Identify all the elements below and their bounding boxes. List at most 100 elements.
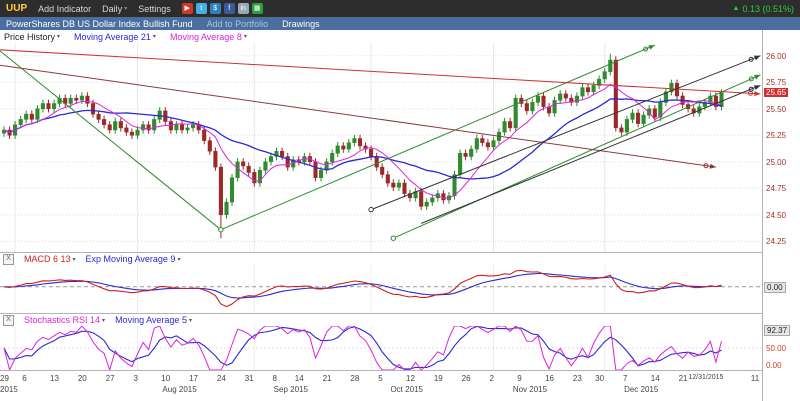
x-axis-tick: 17 [189, 374, 199, 383]
last-price-tag: 25.65 [764, 87, 789, 97]
up-arrow-icon: ▲ [732, 5, 740, 12]
legend-exp-moving-average-9[interactable]: Exp Moving Average 9 ▾ [86, 254, 181, 264]
top-toolbar: UUP Add Indicator Daily ▾ Settings ▶ t $ f i… [0, 0, 800, 17]
macd-header: X MACD 6 13 ▾ Exp Moving Average 9 ▾ [0, 253, 180, 265]
x-axis-tick: 28 [350, 374, 360, 383]
x-axis-month-label: Oct 2015 [390, 385, 423, 394]
x-axis-month-label: 2015 [0, 385, 18, 394]
add-to-portfolio-link[interactable]: Add to Portfolio [206, 18, 269, 29]
macd-close-button[interactable]: X [3, 253, 14, 265]
chevron-down-icon: ▾ [102, 317, 106, 324]
facebook-icon[interactable]: f [223, 3, 235, 14]
watchlist-chart-icon[interactable]: ▦ [251, 3, 263, 14]
chevron-down-icon: ▾ [243, 34, 247, 40]
chevron-down-icon: ▾ [72, 256, 76, 263]
stoch-close-button[interactable]: X [3, 314, 14, 326]
fund-name: PowerShares DB US Dollar Index Bullish F… [6, 18, 193, 29]
price-axis-label: 25.75 [766, 78, 787, 88]
x-axis-tick: 31 [244, 374, 254, 383]
social-icons: ▶ t $ f in ▦ [181, 3, 263, 14]
x-axis-tick: 5 [378, 374, 383, 383]
chevron-down-icon: ▾ [152, 34, 156, 40]
price-legend: Price History ▾ Moving Average 21 ▾ Movi… [0, 30, 247, 43]
x-axis-tick: 9 [517, 374, 522, 383]
legend-label: Moving Average 8 [169, 31, 242, 42]
panel-divider [0, 252, 800, 253]
x-axis-tick: 14 [650, 374, 660, 383]
price-axis-label: 24.25 [766, 237, 787, 247]
add-indicator-button[interactable]: Add Indicator [38, 3, 92, 14]
x-axis-tick: 2 [489, 374, 494, 383]
drawings-button[interactable]: Drawings [282, 18, 320, 29]
settings-button[interactable]: Settings [138, 3, 171, 14]
x-axis-tick: 19 [433, 374, 443, 383]
x-axis-month-label: Nov 2015 [512, 385, 548, 394]
x-axis-tick: 20 [77, 374, 87, 383]
price-plot[interactable] [0, 43, 762, 252]
x-axis-tick: 21 [322, 374, 332, 383]
axis-divider [0, 370, 800, 371]
twitter-icon[interactable]: t [195, 3, 207, 14]
legend-label: Stochastics RSI 14 [24, 315, 101, 325]
macd-plot[interactable] [0, 265, 762, 312]
x-axis-tick: 13 [50, 374, 59, 383]
legend-label: Exp Moving Average 9 [85, 254, 176, 264]
x-axis-month-label: Dec 2015 [624, 385, 659, 394]
price-axis-label: 24.50 [766, 210, 787, 220]
legend-label: Moving Average 21 [74, 31, 151, 42]
panel-divider [0, 313, 800, 314]
x-axis: 12/31/2015 29 6 13 20 27 3 10 17 24 31 8 14 21 28 5 12 1… [0, 371, 800, 401]
price-axis: 25.65 0.00 92.37 50.00 0.00 26.00 25.75 25… [762, 30, 800, 401]
chevron-down-icon: ▾ [124, 6, 128, 12]
x-axis-tick: 21 [678, 374, 688, 383]
timeframe-dropdown[interactable]: Daily ▾ [102, 4, 127, 14]
legend-stochastics-rsi[interactable]: Stochastics RSI 14 ▾ [24, 315, 105, 325]
legend-moving-average-8[interactable]: Moving Average 8 ▾ [170, 32, 247, 42]
chevron-down-icon: ▾ [188, 317, 192, 324]
stoch-axis-label: 0.00 [766, 361, 782, 370]
legend-price-history[interactable]: Price History ▾ [4, 32, 60, 42]
price-axis-label: 26.00 [766, 51, 787, 61]
fund-titlebar: PowerShares DB US Dollar Index Bullish F… [0, 17, 800, 30]
x-axis-tick: 11 [750, 374, 760, 383]
legend-label: Moving Average 5 [115, 315, 187, 325]
stoch-current-tag: 92.37 [764, 325, 791, 337]
x-axis-tick: 16 [545, 374, 554, 383]
x-axis-tick: 27 [105, 374, 115, 383]
change-text: 0.13 (0.51%) [742, 3, 794, 14]
x-axis-month-label: Sep 2015 [273, 385, 308, 394]
legend-label: Price History [4, 31, 56, 42]
legend-moving-average-21[interactable]: Moving Average 21 ▾ [74, 32, 156, 42]
stoch-header: X Stochastics RSI 14 ▾ Moving Average 5 … [0, 314, 192, 326]
last-date-label: 12/31/2015 [688, 374, 724, 381]
linkedin-icon[interactable]: in [237, 3, 249, 14]
x-axis-tick: 8 [272, 374, 277, 383]
chevron-down-icon: ▾ [177, 256, 181, 263]
macd-zero-tag: 0.00 [764, 281, 786, 293]
stocktwits-icon[interactable]: $ [209, 3, 221, 14]
x-axis-tick: 14 [294, 374, 304, 383]
youtube-icon[interactable]: ▶ [181, 3, 193, 14]
x-axis-tick: 3 [133, 374, 138, 383]
price-axis-label: 25.00 [766, 157, 787, 167]
x-axis-tick: 7 [622, 374, 628, 383]
legend-moving-average-5[interactable]: Moving Average 5 ▾ [115, 315, 192, 325]
price-change: ▲ 0.13 (0.51%) [733, 4, 794, 14]
x-axis-tick: 12 [406, 374, 415, 383]
x-axis-tick: 30 [595, 374, 605, 383]
timeframe-label: Daily [102, 3, 123, 14]
chart-area: Price History ▾ Moving Average 21 ▾ Movi… [0, 30, 800, 401]
x-axis-month-label: Aug 2015 [162, 385, 197, 394]
price-axis-label: 24.75 [766, 184, 787, 194]
price-axis-label: 25.25 [766, 131, 787, 141]
legend-macd[interactable]: MACD 6 13 ▾ [24, 254, 76, 264]
x-axis-tick: 24 [216, 374, 226, 383]
x-axis-tick: 23 [572, 374, 582, 383]
x-axis-tick: 10 [161, 374, 171, 383]
stoch-axis-label: 50.00 [766, 344, 787, 353]
x-axis-tick: 29 [0, 374, 9, 383]
x-axis-tick: 26 [461, 374, 471, 383]
price-axis-label: 25.50 [766, 104, 787, 114]
symbol-label: UUP [6, 3, 28, 14]
stoch-plot[interactable] [0, 326, 762, 370]
